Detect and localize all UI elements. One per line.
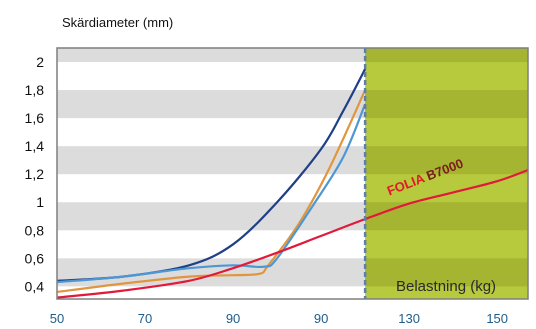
y-tick-label: 0,4 <box>25 278 45 294</box>
y-tick-label: 1,4 <box>25 138 45 154</box>
y-tick-label: 0,8 <box>25 222 45 238</box>
x-tick-label: 50 <box>50 311 64 326</box>
highlight-band <box>365 202 528 230</box>
x-axis-ticks: 50 70 90 90 130 150 <box>50 311 508 326</box>
y-tick-label: 0,6 <box>25 250 45 266</box>
y-axis-title: Skärdiameter (mm) <box>62 15 173 30</box>
x-tick-label: 90 <box>314 311 328 326</box>
highlight-band <box>365 48 528 62</box>
x-tick-label: 130 <box>398 311 420 326</box>
x-axis-title: Belastning (kg) <box>396 278 496 295</box>
y-tick-label: 1 <box>36 194 44 210</box>
y-tick-label: 1,6 <box>25 110 45 126</box>
x-tick-label: 90 <box>226 311 240 326</box>
y-tick-label: 1,8 <box>25 82 45 98</box>
y-tick-label: 1,2 <box>25 166 45 182</box>
highlight-band <box>365 90 528 118</box>
x-tick-label: 150 <box>486 311 508 326</box>
y-tick-label: 2 <box>36 54 44 70</box>
y-axis-ticks: 0,4 0,6 0,8 1 1,2 1,4 1,6 1,8 2 <box>25 54 45 294</box>
x-tick-label: 70 <box>138 311 152 326</box>
